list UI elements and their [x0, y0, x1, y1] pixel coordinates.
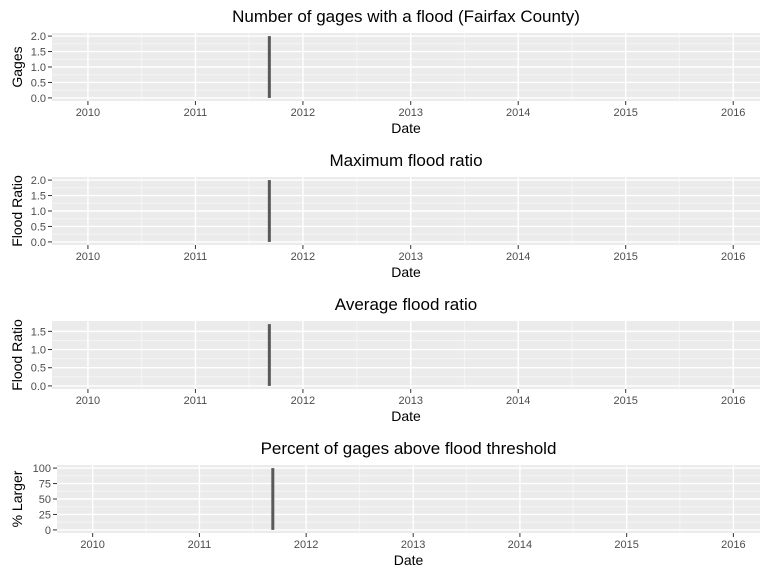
x-tick-label: 2014: [506, 107, 530, 119]
x-tick-label: 2011: [184, 395, 208, 407]
y-tick-label: 2.0: [31, 175, 46, 187]
x-tick-label: 2012: [291, 251, 315, 263]
chart-title: Average flood ratio: [335, 295, 477, 314]
y-tick-label: 1.5: [31, 191, 46, 203]
data-bar: [271, 468, 275, 530]
x-tick-label: 2016: [721, 107, 745, 119]
y-tick-label: 2.0: [31, 31, 46, 43]
x-tick-label: 2015: [614, 539, 638, 551]
y-tick-label: 1.0: [31, 345, 46, 357]
x-tick-label: 2011: [184, 107, 208, 119]
x-tick-label: 2010: [76, 107, 100, 119]
x-tick-label: 2015: [613, 251, 637, 263]
x-axis-title: Date: [391, 408, 421, 424]
y-axis-title: Gages: [9, 46, 25, 87]
x-tick-label: 2012: [294, 539, 318, 551]
y-tick-label: 75: [39, 479, 51, 491]
chart-panel-2: 0.0 0.5 1.0 1.5 2.0 2010 2011 2012 2013 2014 2015 2…: [9, 151, 760, 280]
y-tick-label: 0.0: [31, 237, 46, 249]
y-tick-label: 0: [45, 525, 51, 537]
y-tick-label: 0.5: [31, 77, 46, 89]
x-tick-label: 2016: [721, 251, 745, 263]
x-tick-label: 2016: [721, 395, 745, 407]
x-tick-label: 2011: [188, 539, 212, 551]
chart-title: Number of gages with a flood (Fairfax Co…: [232, 7, 580, 26]
chart-panel-4: 0 25 50 75 100 2010 2011 2012 2013 2014 2015 2016 Pe…: [9, 439, 760, 568]
data-bar: [267, 324, 271, 386]
x-tick-label: 2013: [398, 107, 422, 119]
x-tick-label: 2010: [76, 251, 100, 263]
y-tick-label: 0.5: [31, 363, 46, 375]
x-tick-label: 2015: [613, 395, 637, 407]
x-tick-label: 2010: [76, 395, 100, 407]
y-axis-title: % Larger: [9, 470, 25, 527]
x-axis-title: Date: [394, 552, 424, 568]
y-tick-label: 1.0: [31, 206, 46, 218]
x-tick-label: 2010: [80, 539, 104, 551]
y-tick-label: 0.0: [31, 381, 46, 393]
x-tick-label: 2012: [291, 107, 315, 119]
y-tick-label: 25: [39, 509, 51, 521]
panel-background: [52, 321, 760, 389]
y-tick-label: 50: [39, 494, 51, 506]
y-tick-label: 0.5: [31, 221, 46, 233]
y-tick-label: 100: [33, 463, 51, 475]
chart-panel-3: 0.0 0.5 1.0 1.5 2010 2011 2012 2013 2014 2015 2016…: [9, 295, 760, 424]
data-bar: [267, 36, 271, 98]
x-tick-label: 2012: [291, 395, 315, 407]
x-tick-label: 2014: [508, 539, 532, 551]
data-bar: [267, 180, 271, 242]
y-tick-label: 1.5: [31, 47, 46, 59]
x-axis-title: Date: [391, 264, 421, 280]
y-axis-title: Flood Ratio: [9, 175, 25, 247]
chart-title: Percent of gages above flood threshold: [261, 439, 557, 458]
x-tick-label: 2014: [506, 251, 530, 263]
x-axis-title: Date: [391, 120, 421, 136]
x-tick-label: 2016: [721, 539, 745, 551]
x-tick-label: 2013: [401, 539, 425, 551]
chart-title: Maximum flood ratio: [329, 151, 482, 170]
x-tick-label: 2014: [506, 395, 530, 407]
x-tick-label: 2011: [184, 251, 208, 263]
y-axis-title: Flood Ratio: [9, 319, 25, 391]
x-tick-label: 2013: [398, 251, 422, 263]
x-tick-label: 2015: [613, 107, 637, 119]
x-tick-label: 2013: [398, 395, 422, 407]
y-tick-label: 1.5: [31, 326, 46, 338]
chart-panel-1: 0.0 0.5 1.0 1.5 2.0 2010 2011 2012 2013 2014 2015 2…: [9, 7, 760, 136]
y-tick-label: 0.0: [31, 93, 46, 105]
y-tick-label: 1.0: [31, 62, 46, 74]
